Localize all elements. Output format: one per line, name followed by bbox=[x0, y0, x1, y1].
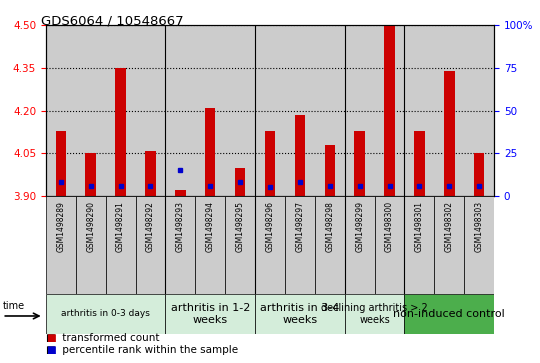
Bar bbox=[265, 131, 275, 196]
Text: arthritis in 3-4
weeks: arthritis in 3-4 weeks bbox=[260, 303, 340, 325]
Bar bbox=[345, 196, 375, 294]
Text: GSM1498302: GSM1498302 bbox=[445, 201, 454, 252]
Bar bbox=[315, 25, 345, 196]
Bar bbox=[404, 25, 434, 196]
Text: time: time bbox=[2, 301, 24, 311]
Bar bbox=[235, 168, 245, 196]
Text: GSM1498293: GSM1498293 bbox=[176, 201, 185, 252]
Text: GSM1498298: GSM1498298 bbox=[325, 201, 334, 252]
Bar bbox=[384, 25, 395, 196]
Bar bbox=[325, 145, 335, 196]
Bar bbox=[255, 196, 285, 294]
Text: ■  transformed count: ■ transformed count bbox=[46, 333, 159, 343]
Bar bbox=[434, 196, 464, 294]
Bar bbox=[474, 153, 484, 196]
Bar bbox=[345, 294, 404, 334]
Text: GSM1498295: GSM1498295 bbox=[235, 201, 245, 252]
Bar bbox=[165, 25, 195, 196]
Bar bbox=[404, 196, 434, 294]
Bar bbox=[56, 131, 66, 196]
Bar bbox=[145, 151, 156, 196]
Text: non-induced control: non-induced control bbox=[394, 309, 505, 319]
Bar bbox=[225, 196, 255, 294]
Bar bbox=[464, 196, 494, 294]
Text: arthritis in 1-2
weeks: arthritis in 1-2 weeks bbox=[171, 303, 250, 325]
Text: declining arthritis > 2
weeks: declining arthritis > 2 weeks bbox=[321, 303, 428, 325]
Text: GSM1498300: GSM1498300 bbox=[385, 201, 394, 252]
Text: ■  percentile rank within the sample: ■ percentile rank within the sample bbox=[46, 345, 238, 355]
Bar bbox=[116, 68, 126, 196]
Text: GSM1498303: GSM1498303 bbox=[475, 201, 484, 252]
Text: GSM1498292: GSM1498292 bbox=[146, 201, 155, 252]
Text: ■: ■ bbox=[46, 333, 56, 343]
Bar bbox=[175, 190, 186, 196]
Bar bbox=[195, 25, 225, 196]
Bar bbox=[414, 131, 424, 196]
Bar bbox=[375, 196, 404, 294]
Bar bbox=[285, 196, 315, 294]
Text: GSM1498289: GSM1498289 bbox=[56, 201, 65, 252]
Text: GSM1498297: GSM1498297 bbox=[295, 201, 305, 252]
Bar bbox=[85, 153, 96, 196]
Bar bbox=[444, 71, 455, 196]
Bar bbox=[76, 25, 106, 196]
Text: GSM1498296: GSM1498296 bbox=[266, 201, 274, 252]
Bar bbox=[295, 115, 305, 196]
Text: arthritis in 0-3 days: arthritis in 0-3 days bbox=[61, 310, 150, 318]
Bar bbox=[165, 196, 195, 294]
Bar bbox=[106, 196, 136, 294]
Bar bbox=[404, 294, 494, 334]
Bar bbox=[375, 25, 404, 196]
Bar bbox=[136, 25, 165, 196]
Bar bbox=[46, 294, 165, 334]
Bar bbox=[136, 196, 165, 294]
Bar bbox=[315, 196, 345, 294]
Bar bbox=[46, 25, 76, 196]
Bar bbox=[195, 196, 225, 294]
Bar bbox=[255, 25, 285, 196]
Bar bbox=[205, 108, 215, 196]
Text: GSM1498301: GSM1498301 bbox=[415, 201, 424, 252]
Bar bbox=[225, 25, 255, 196]
Bar bbox=[76, 196, 106, 294]
Bar bbox=[255, 294, 345, 334]
Text: GSM1498299: GSM1498299 bbox=[355, 201, 364, 252]
Bar bbox=[285, 25, 315, 196]
Text: ■: ■ bbox=[46, 345, 56, 355]
Bar bbox=[434, 25, 464, 196]
Bar bbox=[464, 25, 494, 196]
Text: GSM1498294: GSM1498294 bbox=[206, 201, 215, 252]
Bar bbox=[106, 25, 136, 196]
Bar bbox=[345, 25, 375, 196]
Text: GSM1498291: GSM1498291 bbox=[116, 201, 125, 252]
Bar bbox=[165, 294, 255, 334]
Bar bbox=[354, 131, 365, 196]
Text: GDS6064 / 10548667: GDS6064 / 10548667 bbox=[40, 15, 183, 28]
Bar bbox=[46, 196, 76, 294]
Text: GSM1498290: GSM1498290 bbox=[86, 201, 95, 252]
